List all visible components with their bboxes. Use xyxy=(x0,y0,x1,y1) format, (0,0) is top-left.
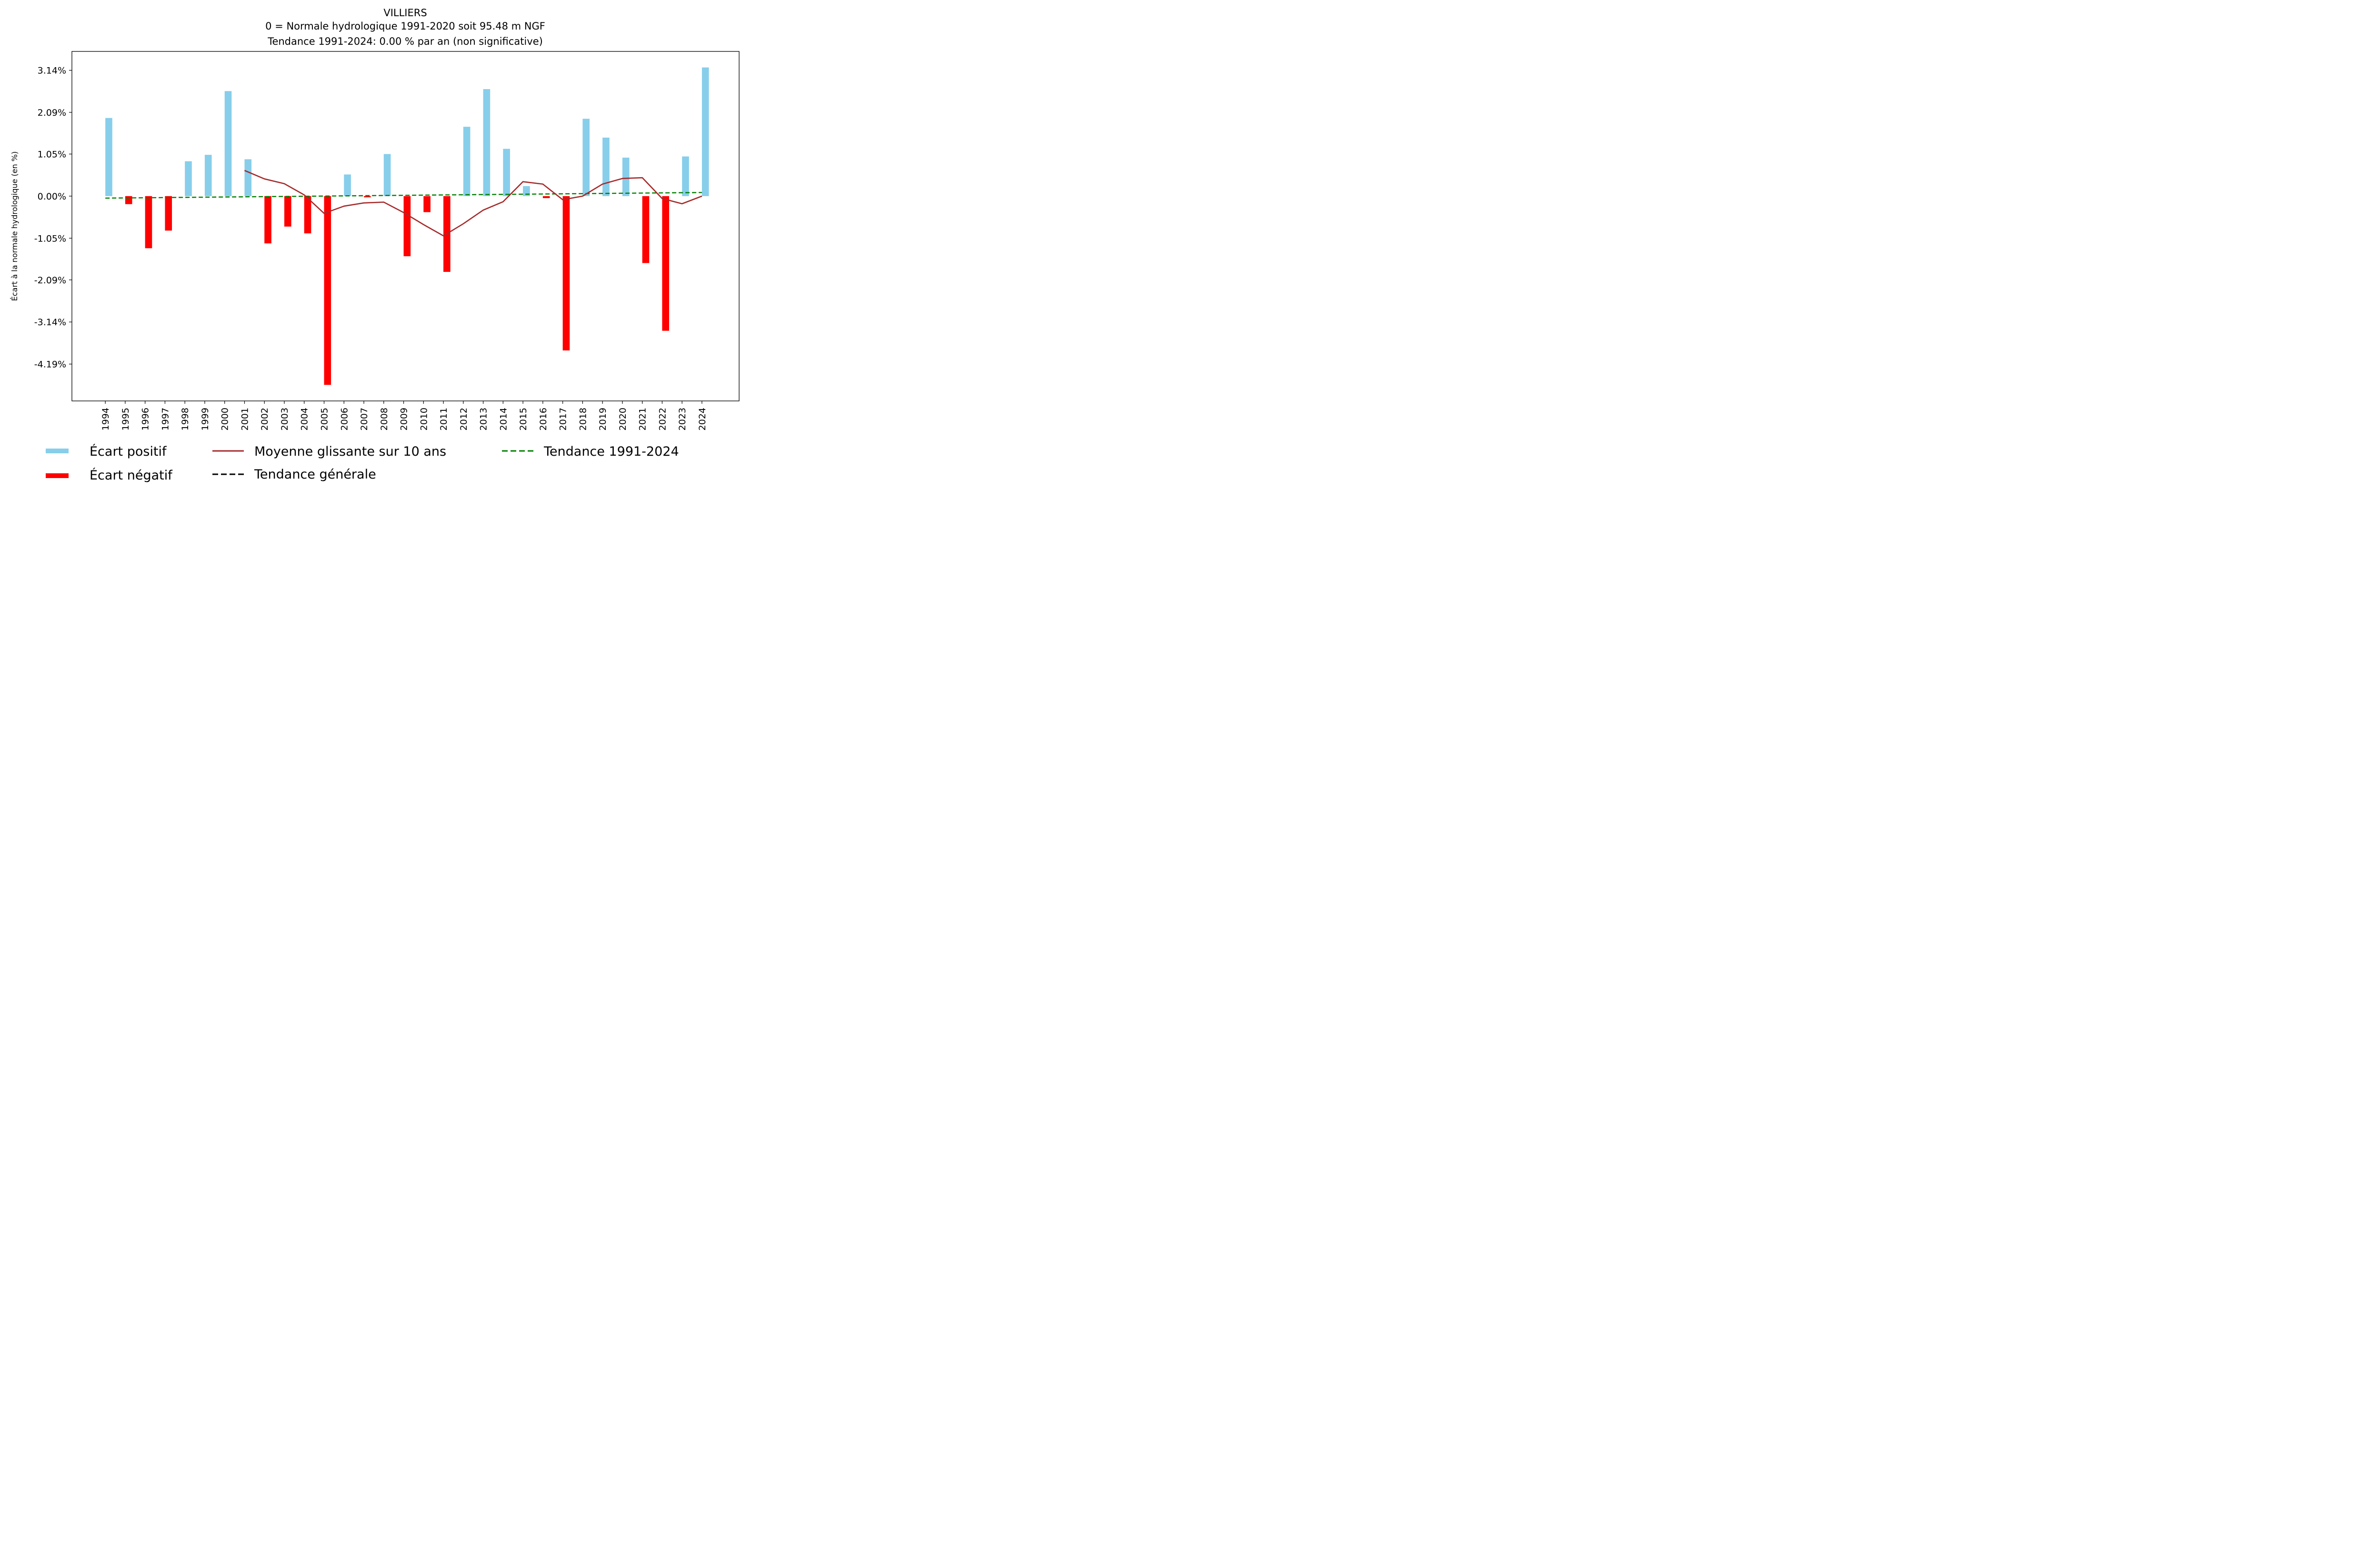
y-tick-label: -3.14% xyxy=(34,317,66,328)
legend: Écart positif Écart négatif Moyenne glis… xyxy=(46,444,679,483)
x-tick-label: 2024 xyxy=(697,408,708,430)
legend-label-general-trend: Tendance générale xyxy=(254,467,376,482)
chart: VILLIERS 0 = Normale hydrologique 1991-2… xyxy=(10,7,740,483)
x-tick-label: 2003 xyxy=(280,408,290,430)
bar-negative-2010 xyxy=(423,196,431,212)
legend-item-positive: Écart positif xyxy=(46,444,167,459)
bar-negative-2017 xyxy=(562,196,570,350)
x-tick-label: 2010 xyxy=(419,408,429,430)
bar-negative-2002 xyxy=(264,196,271,244)
bar-positive-2014 xyxy=(503,149,510,196)
x-tick-label: 1994 xyxy=(100,408,111,430)
x-tick-label: 2008 xyxy=(379,408,390,430)
x-tick-label: 2020 xyxy=(618,408,628,430)
x-tick-label: 2021 xyxy=(638,408,648,430)
x-tick-label: 2009 xyxy=(399,408,410,430)
bar-positive-2000 xyxy=(224,91,232,196)
moving-average-group xyxy=(244,170,702,237)
bar-positive-2020 xyxy=(622,158,630,196)
bar-positive-2019 xyxy=(602,137,610,196)
bar-negative-2022 xyxy=(662,196,670,331)
y-axis-label: Écart à la normale hydrologique (en %) xyxy=(10,151,19,301)
x-tick-label: 2019 xyxy=(598,408,608,430)
x-tick-label: 2012 xyxy=(459,408,469,430)
x-tick-label: 2014 xyxy=(498,408,509,430)
bar-positive-1998 xyxy=(185,161,192,196)
bar-negative-2009 xyxy=(403,196,411,257)
x-tick-label: 2001 xyxy=(240,408,250,430)
y-tick-label: 2.09% xyxy=(38,108,66,118)
trend-line-group xyxy=(105,192,702,199)
x-tick-label: 2016 xyxy=(538,408,549,430)
x-tick-label: 2002 xyxy=(260,408,270,430)
plot-area xyxy=(105,67,709,385)
x-tick-label: 1995 xyxy=(120,408,131,430)
x-tick-label: 2022 xyxy=(657,408,668,430)
bars-group xyxy=(105,67,709,385)
bar-positive-2023 xyxy=(682,156,689,196)
bar-positive-2008 xyxy=(383,154,391,196)
bar-positive-2001 xyxy=(244,159,252,196)
bar-positive-2012 xyxy=(463,127,471,196)
bar-negative-2016 xyxy=(542,196,550,199)
x-axis-ticks: 1994 1995 1996 1997 1998 1999 2000 2001 2002 2003… xyxy=(100,401,708,430)
chart-subtitle-normale: 0 = Normale hydrologique 1991-2020 soit … xyxy=(265,20,545,32)
x-tick-label: 2013 xyxy=(479,408,489,430)
x-tick-label: 1997 xyxy=(160,408,170,430)
moving-average-line xyxy=(244,170,702,237)
bar-positive-2024 xyxy=(701,67,709,196)
legend-item-trend-1991-2024: Tendance 1991-2024 xyxy=(502,444,679,459)
trend-line-1991-2024 xyxy=(105,192,702,199)
bar-positive-2006 xyxy=(344,174,351,196)
legend-label-positive: Écart positif xyxy=(90,444,167,459)
legend-label-moving-average: Moyenne glissante sur 10 ans xyxy=(254,444,446,459)
x-tick-label: 1999 xyxy=(200,408,210,430)
y-tick-label: -2.09% xyxy=(34,275,66,286)
y-axis-ticks: 3.14% 2.09% 1.05% 0.00% -1.05% -2.09% -3.14% -4… xyxy=(34,66,72,370)
y-tick-label: -4.19% xyxy=(34,360,66,370)
y-tick-label: 3.14% xyxy=(38,66,66,76)
legend-item-moving-average: Moyenne glissante sur 10 ans xyxy=(212,444,446,459)
x-tick-label: 2005 xyxy=(319,408,330,430)
x-tick-label: 2007 xyxy=(359,408,370,430)
bar-positive-2013 xyxy=(483,89,491,196)
bar-positive-1994 xyxy=(105,118,112,196)
bar-negative-2003 xyxy=(284,196,291,227)
bar-negative-2004 xyxy=(304,196,311,234)
bar-negative-1995 xyxy=(125,196,132,204)
x-tick-label: 2017 xyxy=(558,408,569,430)
bar-negative-2021 xyxy=(642,196,650,263)
y-tick-label: -1.05% xyxy=(34,233,66,244)
x-tick-label: 2006 xyxy=(339,408,350,430)
bar-negative-2007 xyxy=(364,196,371,198)
bar-positive-2018 xyxy=(582,119,590,196)
x-tick-label: 1996 xyxy=(140,408,151,430)
axes-frame xyxy=(71,51,740,401)
legend-item-general-trend: Tendance générale xyxy=(212,467,376,482)
x-tick-label: 2004 xyxy=(300,408,310,430)
x-tick-label: 2011 xyxy=(439,408,449,430)
chart-title: VILLIERS xyxy=(383,7,427,19)
x-tick-label: 2000 xyxy=(220,408,230,430)
legend-item-negative: Écart négatif xyxy=(46,468,173,483)
legend-swatch-negative xyxy=(46,473,69,478)
bar-positive-1999 xyxy=(204,155,212,196)
x-tick-label: 2015 xyxy=(518,408,529,430)
legend-label-negative: Écart négatif xyxy=(90,468,173,483)
x-tick-label: 1998 xyxy=(180,408,190,430)
legend-swatch-positive xyxy=(46,449,69,453)
x-tick-label: 2023 xyxy=(677,408,688,430)
x-tick-label: 2018 xyxy=(578,408,588,430)
chart-subtitle-tendance: Tendance 1991-2024: 0.00 % par an (non s… xyxy=(267,36,543,47)
legend-label-trend-1991-2024: Tendance 1991-2024 xyxy=(543,444,679,459)
bar-negative-1997 xyxy=(165,196,172,231)
y-tick-label: 1.05% xyxy=(38,149,66,160)
bar-negative-2005 xyxy=(324,196,331,385)
bar-negative-1996 xyxy=(145,196,152,249)
y-tick-label: 0.00% xyxy=(38,191,66,202)
